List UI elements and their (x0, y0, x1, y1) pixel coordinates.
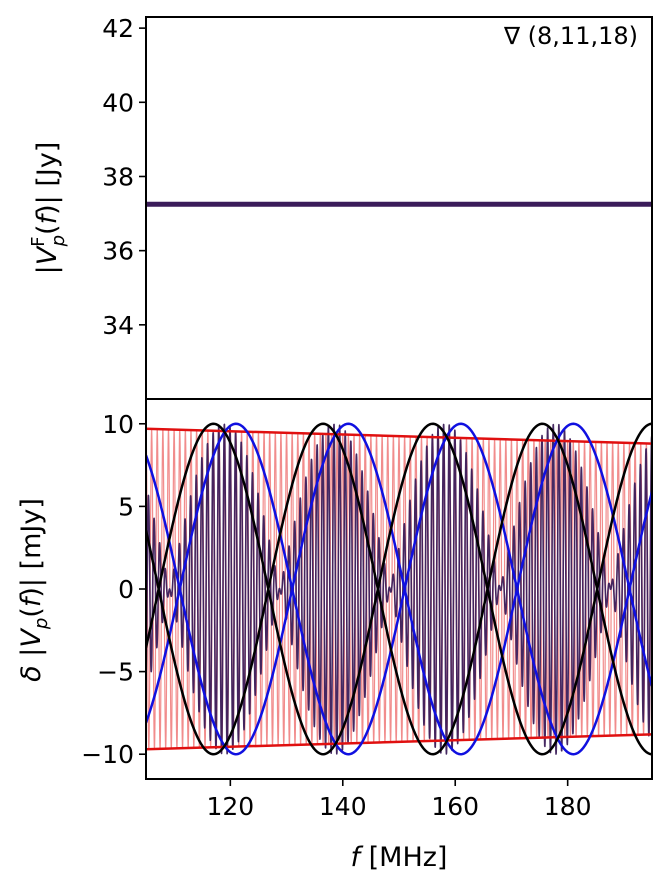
bottom-plot-area (146, 422, 652, 756)
top-y-axis-label: |VFp(f)| [Jy] (28, 142, 69, 275)
x-tick-label: 120 (206, 792, 254, 821)
bottom-y-tick-label: 10 (102, 410, 134, 439)
top-panel-frame (145, 16, 653, 400)
bottom-y-axis: −10 −5 0 5 10 (81, 410, 146, 769)
top-y-tick-label: 42 (102, 14, 134, 43)
red-envelope-upper (146, 427, 652, 445)
top-y-axis: 34 36 38 40 42 (102, 14, 146, 340)
x-tick-label: 180 (544, 792, 592, 821)
x-axis: 120 140 160 180 (206, 779, 592, 821)
black-sinusoid-lower (146, 422, 652, 756)
x-tick-label: 160 (431, 792, 479, 821)
black-sinusoid-upper (146, 422, 652, 756)
bottom-y-axis-label: δ |Vp(f)| [mJy] (16, 498, 52, 682)
top-y-tick-label: 36 (102, 237, 134, 266)
x-axis-label: f [MHz] (351, 842, 448, 873)
bottom-y-tick-label: −5 (97, 658, 134, 687)
x-tick-label: 140 (319, 792, 367, 821)
panel-annotation: ∇ (8,11,18) (503, 22, 638, 50)
bottom-panel: −10 −5 0 5 10 120 140 160 180 δ |Vp(f)| [mJy] f… (16, 398, 653, 873)
top-y-tick-label: 38 (102, 162, 134, 191)
top-y-tick-label: 34 (102, 311, 134, 340)
bottom-y-tick-label: 5 (118, 492, 134, 521)
bottom-y-tick-label: 0 (118, 575, 134, 604)
red-envelope-lower (146, 733, 652, 751)
blue-sinusoid-upper (146, 422, 652, 756)
top-y-tick-label: 40 (102, 88, 134, 117)
top-panel: 34 36 38 40 42 ∇ (8,11,18) |VFp(f)| [Jy] (28, 14, 653, 400)
bottom-y-tick-label: −10 (81, 740, 134, 769)
blue-sinusoid-lower (146, 422, 652, 756)
purple-oscillation-line (146, 423, 652, 755)
